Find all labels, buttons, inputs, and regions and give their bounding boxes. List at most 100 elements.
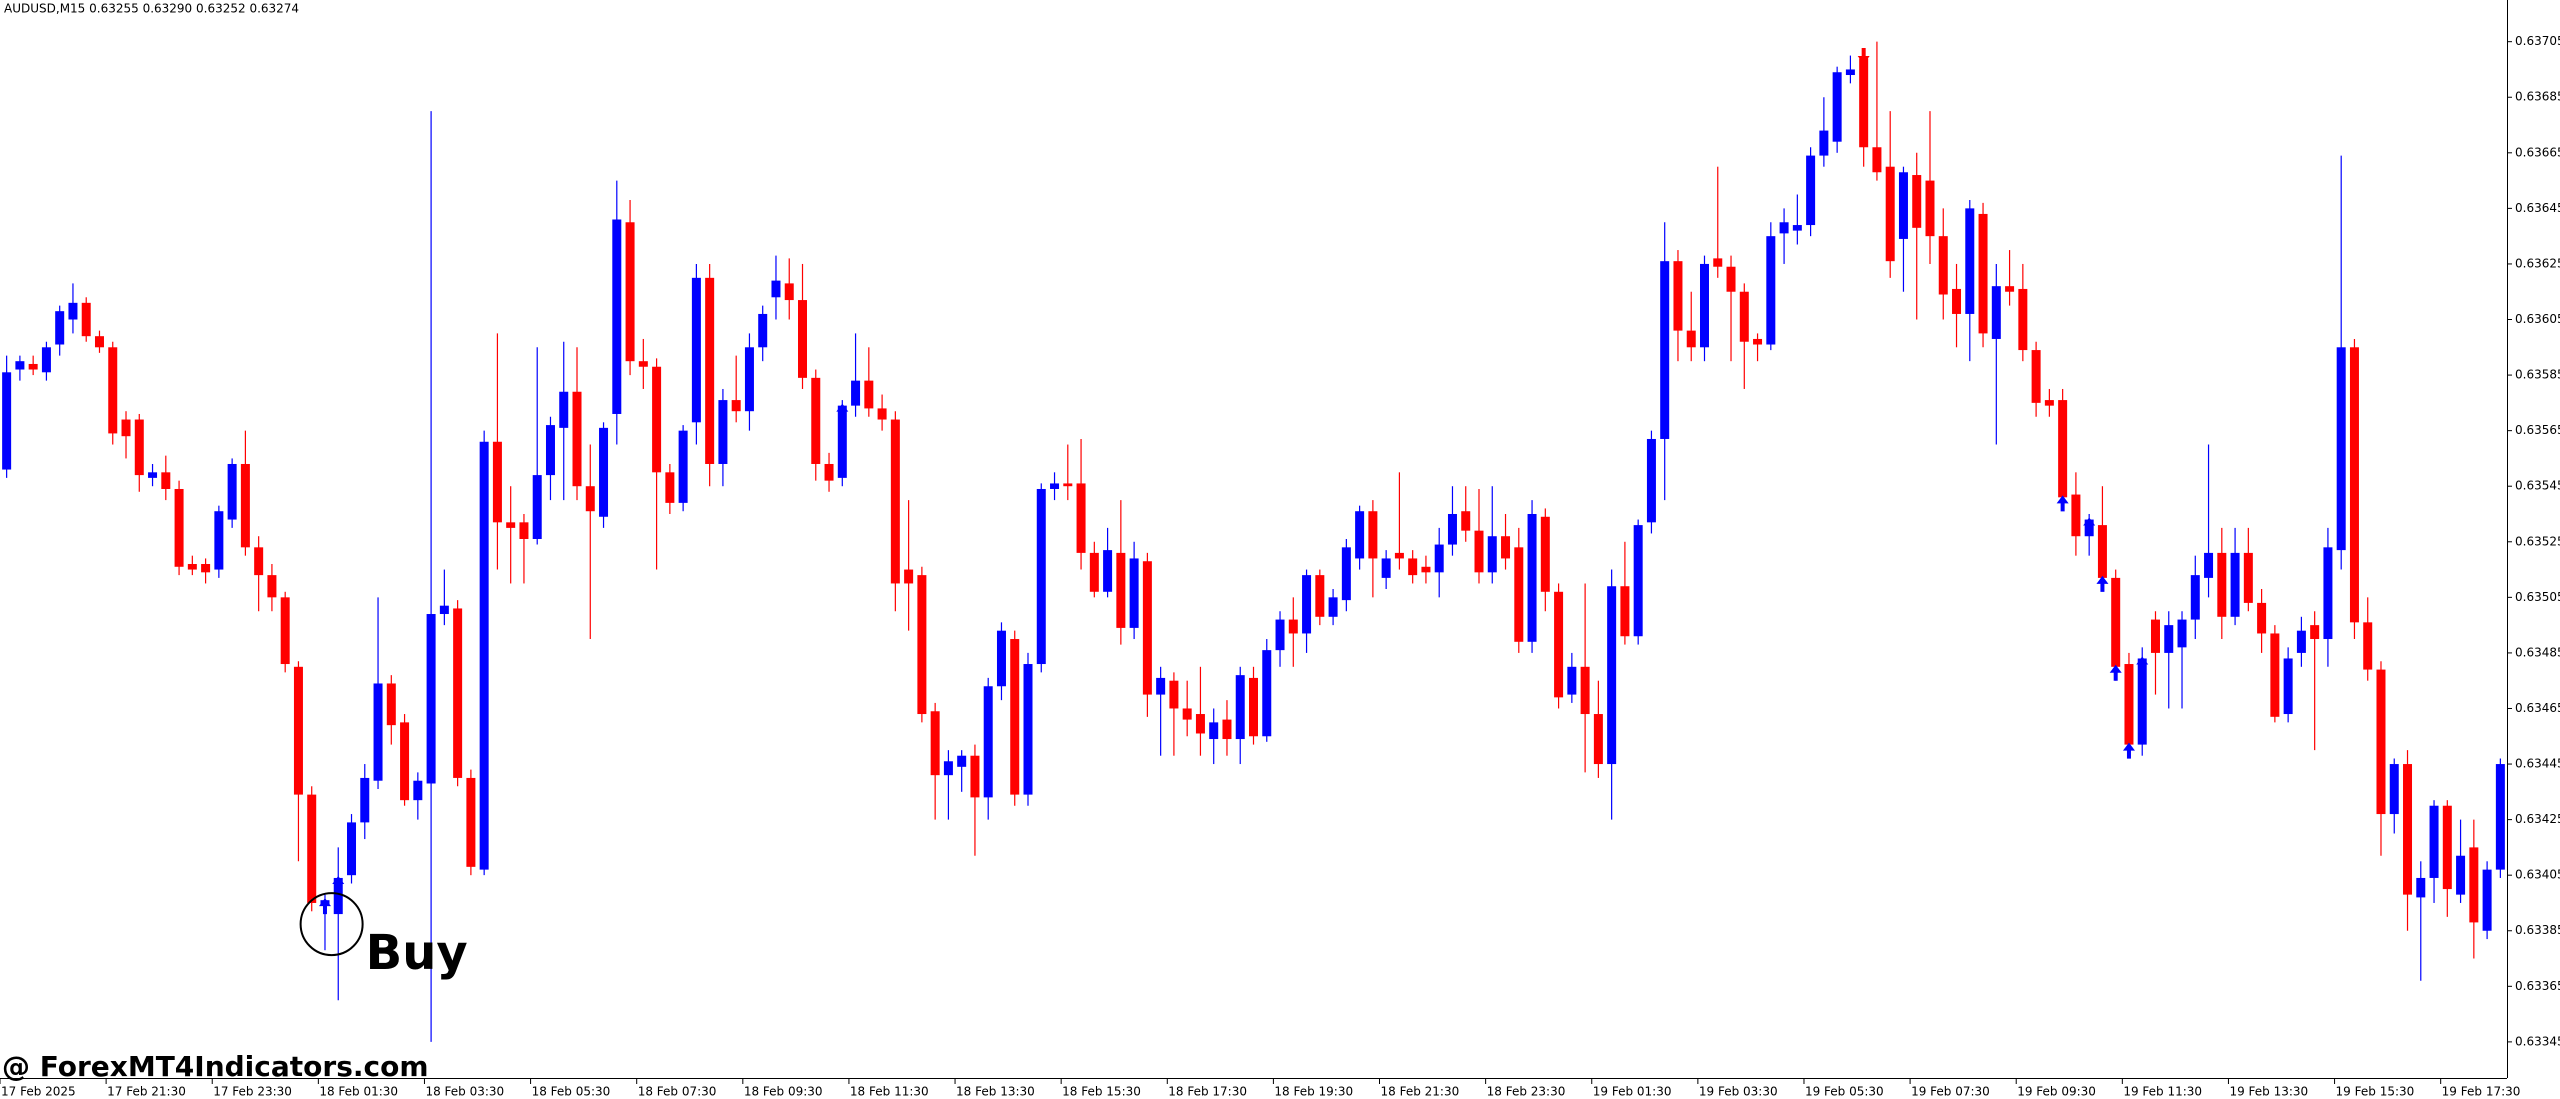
- candle-body: [161, 472, 171, 489]
- candle-body: [824, 463, 834, 481]
- candle-body: [1063, 483, 1073, 487]
- candle-body: [2124, 664, 2134, 745]
- y-tick-label: 0.63365: [2515, 979, 2560, 993]
- candle-body: [917, 575, 927, 715]
- x-tick-label: 17 Feb 2025: [1, 1085, 76, 1099]
- candle-body: [1302, 575, 1312, 634]
- buy-circle: [299, 892, 364, 957]
- candle-body: [492, 441, 502, 523]
- candle-body: [1262, 650, 1272, 737]
- candle-body: [1474, 530, 1484, 573]
- candle-body: [134, 419, 144, 476]
- candle-body: [1580, 666, 1590, 715]
- candle-body: [1554, 591, 1564, 698]
- x-tick-label: 19 Feb 13:30: [2229, 1085, 2308, 1099]
- candle-body: [1447, 513, 1457, 545]
- candle-body: [41, 347, 51, 373]
- candle-body: [2323, 547, 2333, 640]
- candle-body: [559, 391, 569, 428]
- candle-body: [28, 363, 38, 370]
- x-tick-label: 18 Feb 21:30: [1381, 1085, 1460, 1099]
- candle-body: [851, 380, 861, 406]
- candle-body: [2204, 552, 2214, 578]
- y-tick-label: 0.63645: [2515, 201, 2560, 215]
- candle-body: [227, 463, 237, 520]
- candle-body: [1434, 544, 1444, 573]
- candle-body: [15, 361, 25, 370]
- candle-body: [347, 822, 357, 876]
- up-arrow: [318, 898, 331, 915]
- y-tick-label: 0.63465: [2515, 701, 2560, 715]
- candle-body: [1527, 513, 1537, 642]
- candle-body: [744, 347, 754, 412]
- y-tick-label: 0.63705: [2515, 34, 2560, 48]
- x-tick-label: 19 Feb 15:30: [2336, 1085, 2415, 1099]
- candle-body: [426, 614, 436, 784]
- candle-body: [1965, 208, 1975, 314]
- candle-body: [1116, 552, 1126, 628]
- candle-body: [532, 475, 542, 539]
- x-tick-label: 18 Feb 05:30: [532, 1085, 611, 1099]
- candle-body: [2137, 658, 2147, 745]
- candle-body: [2283, 658, 2293, 715]
- candle-body: [1249, 677, 1258, 737]
- up-arrow: [332, 875, 345, 892]
- candle-body: [187, 564, 197, 570]
- candle-body: [1713, 258, 1723, 267]
- candle-body: [413, 780, 423, 801]
- x-tick-label: 19 Feb 07:30: [1911, 1085, 1990, 1099]
- candle-body: [1925, 180, 1935, 237]
- candle-body: [1169, 680, 1179, 709]
- candle-body: [572, 391, 582, 487]
- candle-body: [811, 377, 821, 464]
- candle-body: [2190, 575, 2200, 620]
- candle-body: [837, 405, 847, 478]
- x-tick-label: 18 Feb 15:30: [1062, 1085, 1141, 1099]
- candle-body: [1898, 172, 1908, 239]
- candle-body: [1819, 130, 1829, 156]
- candle-body: [1209, 722, 1219, 740]
- candle-body: [904, 569, 914, 584]
- candle-body: [877, 408, 887, 420]
- candle-body: [678, 430, 688, 503]
- y-tick-label: 0.63385: [2515, 923, 2560, 937]
- candle-body: [1646, 438, 1656, 523]
- candle-body: [1023, 664, 1033, 795]
- candle-body: [333, 877, 343, 915]
- candle-body: [2403, 764, 2413, 895]
- candle-body: [148, 472, 158, 478]
- candle-body: [1739, 291, 1749, 342]
- candle-body: [1050, 483, 1060, 489]
- candle-body: [2363, 622, 2373, 670]
- y-tick-label: 0.63545: [2515, 479, 2560, 493]
- candle-body: [585, 486, 595, 512]
- candle-body: [1235, 675, 1245, 740]
- candle-body: [519, 522, 529, 539]
- y-tick-label: 0.63665: [2515, 145, 2560, 159]
- candle-body: [957, 755, 967, 767]
- candle-body: [1607, 586, 1617, 765]
- candle-body: [1673, 261, 1683, 331]
- candle-body: [996, 630, 1006, 687]
- candle-body: [864, 380, 874, 409]
- candle-body: [970, 755, 980, 798]
- x-tick-label: 19 Feb 17:30: [2442, 1085, 2521, 1099]
- candle-body: [1381, 558, 1391, 578]
- candle-body: [1686, 330, 1696, 348]
- candle-body: [1315, 575, 1325, 617]
- x-tick-label: 18 Feb 07:30: [638, 1085, 717, 1099]
- candle-body: [1792, 225, 1802, 231]
- candle-body: [1872, 147, 1882, 173]
- candle-body: [108, 347, 118, 434]
- x-tick-label: 18 Feb 03:30: [425, 1085, 504, 1099]
- candle-body: [2217, 552, 2227, 617]
- candle-body: [1978, 213, 1988, 334]
- candle-body: [771, 280, 781, 298]
- candle-body: [2150, 619, 2160, 653]
- candle-body: [1567, 666, 1577, 695]
- up-arrow: [2122, 742, 2135, 759]
- candle-body: [1540, 516, 1550, 592]
- candle-body: [1421, 566, 1431, 573]
- candle-body: [400, 722, 410, 801]
